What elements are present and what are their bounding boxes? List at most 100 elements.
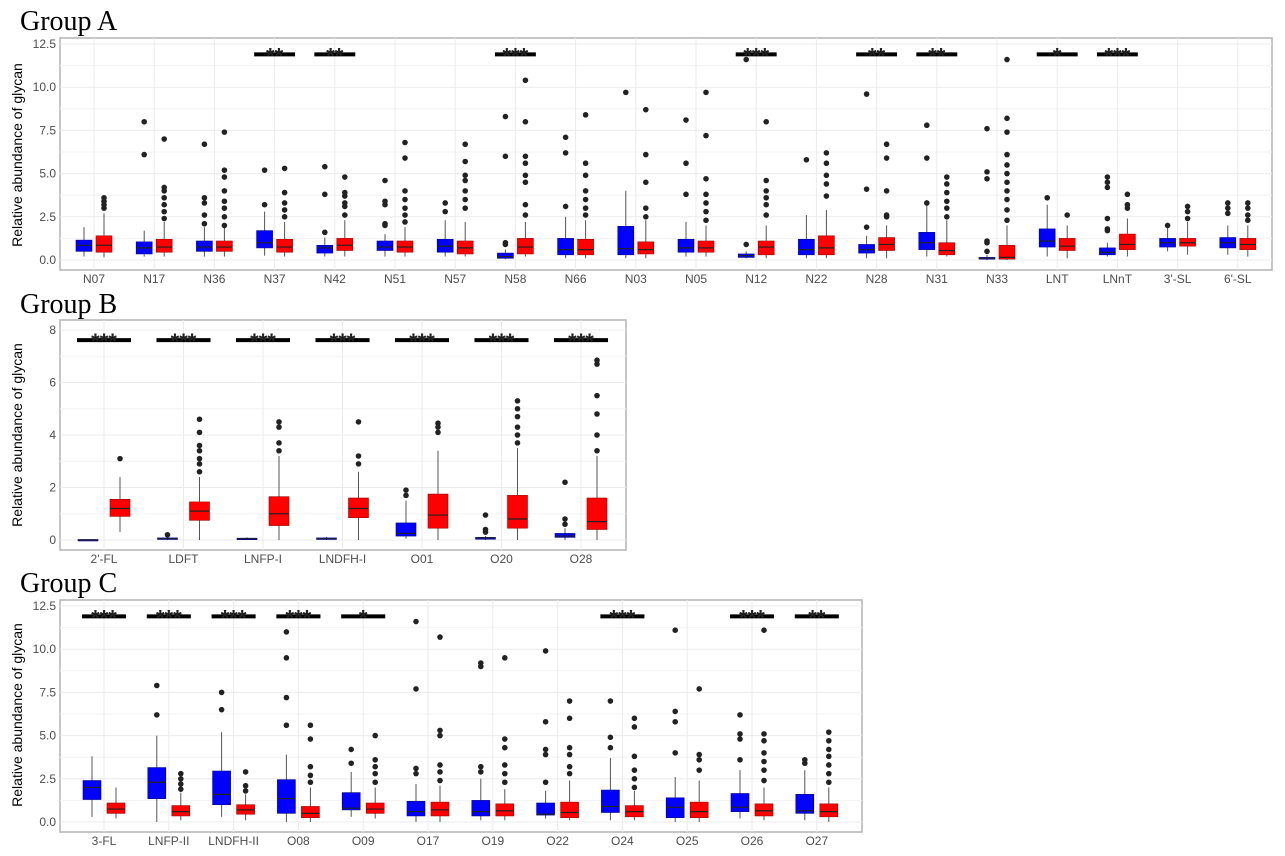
blue-outlier-point — [1225, 210, 1231, 217]
significance-stars: *** — [489, 329, 515, 354]
x-tick-label: O17 — [417, 834, 440, 848]
red-outlier-point — [435, 420, 441, 426]
blue-outlier-point — [478, 660, 484, 666]
panel-border — [59, 599, 863, 833]
red-outlier-point — [1245, 212, 1251, 218]
red-outlier-point — [522, 153, 529, 160]
blue-outlier-point — [803, 156, 810, 163]
x-tick-label: N12 — [745, 272, 767, 286]
blue-outlier-point — [478, 763, 484, 770]
red-outlier-point — [594, 411, 600, 417]
x-tick-label: LNT — [1046, 272, 1069, 286]
red-box — [577, 238, 594, 256]
blue-outlier-point — [743, 241, 749, 248]
blue-outlier-point — [283, 629, 290, 635]
blue-outlier-point — [863, 91, 870, 97]
blue-outlier-point — [562, 150, 569, 156]
red-outlier-point — [437, 634, 443, 640]
red-box — [171, 805, 191, 817]
y-tick-label: 5.0 — [39, 729, 56, 743]
blue-box — [858, 244, 875, 254]
x-tick-label: O09 — [352, 834, 375, 848]
y-tick-label: 10.0 — [33, 642, 57, 656]
blue-box — [554, 533, 576, 538]
red-outlier-point — [437, 777, 443, 784]
blue-outlier-point — [1104, 179, 1111, 186]
red-outlier-point — [117, 455, 123, 462]
blue-outlier-point — [984, 125, 990, 132]
red-outlier-point — [372, 779, 379, 786]
red-box — [586, 497, 608, 530]
red-outlier-point — [276, 440, 282, 446]
blue-outlier-point — [141, 118, 147, 125]
red-outlier-point — [1245, 217, 1251, 224]
y-tick-label: 2 — [49, 481, 56, 495]
blue-outlier-point — [737, 736, 743, 742]
significance-stars: *** — [91, 605, 117, 630]
x-tick-label: N51 — [384, 272, 406, 286]
red-outlier-point — [761, 767, 767, 773]
x-tick-label: O25 — [676, 834, 699, 848]
red-box — [95, 235, 113, 253]
red-outlier-point — [631, 784, 638, 791]
red-outlier-point — [355, 419, 362, 425]
red-outlier-point — [826, 729, 832, 735]
red-box — [818, 235, 835, 256]
red-outlier-point — [221, 129, 228, 135]
blue-outlier-point — [283, 694, 290, 701]
red-outlier-point — [826, 770, 832, 777]
significance-stars: *** — [1105, 43, 1131, 68]
red-outlier-point — [462, 205, 469, 211]
y-tick-label: 7.5 — [39, 685, 56, 699]
significance-stars: *** — [568, 329, 594, 354]
panel-border — [59, 37, 1273, 271]
x-tick-label: N42 — [324, 272, 346, 286]
red-outlier-point — [281, 200, 288, 206]
blue-box — [277, 779, 296, 814]
blue-box — [212, 770, 231, 806]
blue-outlier-point — [924, 122, 930, 129]
red-outlier-point — [944, 174, 950, 180]
blue-box — [1038, 228, 1056, 248]
red-outlier-point — [402, 139, 408, 146]
red-box — [336, 238, 354, 251]
red-outlier-point — [944, 214, 950, 220]
x-tick-label: O22 — [546, 834, 569, 848]
red-outlier-point — [1004, 56, 1010, 63]
red-outlier-point — [281, 214, 288, 220]
blue-outlier-point — [413, 770, 419, 777]
blue-outlier-point — [683, 117, 689, 123]
y-tick-label: 8 — [49, 323, 56, 337]
blue-outlier-point — [382, 177, 388, 184]
panel-title: Group B — [20, 289, 117, 320]
red-outlier-point — [276, 447, 282, 454]
red-outlier-point — [276, 424, 282, 430]
significance-stars: ** — [808, 605, 826, 630]
red-outlier-point — [307, 736, 314, 742]
significance-stars: ** — [266, 43, 284, 68]
blue-outlier-point — [218, 689, 225, 696]
red-outlier-point — [1184, 208, 1191, 215]
blue-box — [341, 792, 361, 811]
red-box — [938, 242, 956, 256]
x-tick-label: N58 — [504, 272, 526, 286]
blue-box — [677, 238, 695, 253]
red-box — [301, 806, 320, 818]
red-outlier-point — [763, 212, 769, 218]
blue-box — [376, 240, 394, 251]
x-tick-label: LNFP-I — [244, 552, 282, 566]
red-outlier-point — [703, 191, 709, 198]
blue-box — [536, 802, 555, 816]
red-outlier-point — [462, 177, 469, 184]
blue-outlier-point — [283, 722, 290, 729]
red-outlier-point — [372, 763, 379, 770]
red-outlier-point — [582, 205, 589, 211]
blue-outlier-point — [442, 208, 449, 215]
x-tick-label: N31 — [926, 272, 948, 286]
y-axis-label: Relative abundance of glycan — [9, 63, 25, 247]
significance-stars: * — [1053, 43, 1062, 68]
red-outlier-point — [221, 214, 228, 220]
significance-stars: ** — [928, 43, 946, 68]
red-outlier-point — [242, 788, 249, 794]
red-outlier-point — [196, 455, 203, 462]
